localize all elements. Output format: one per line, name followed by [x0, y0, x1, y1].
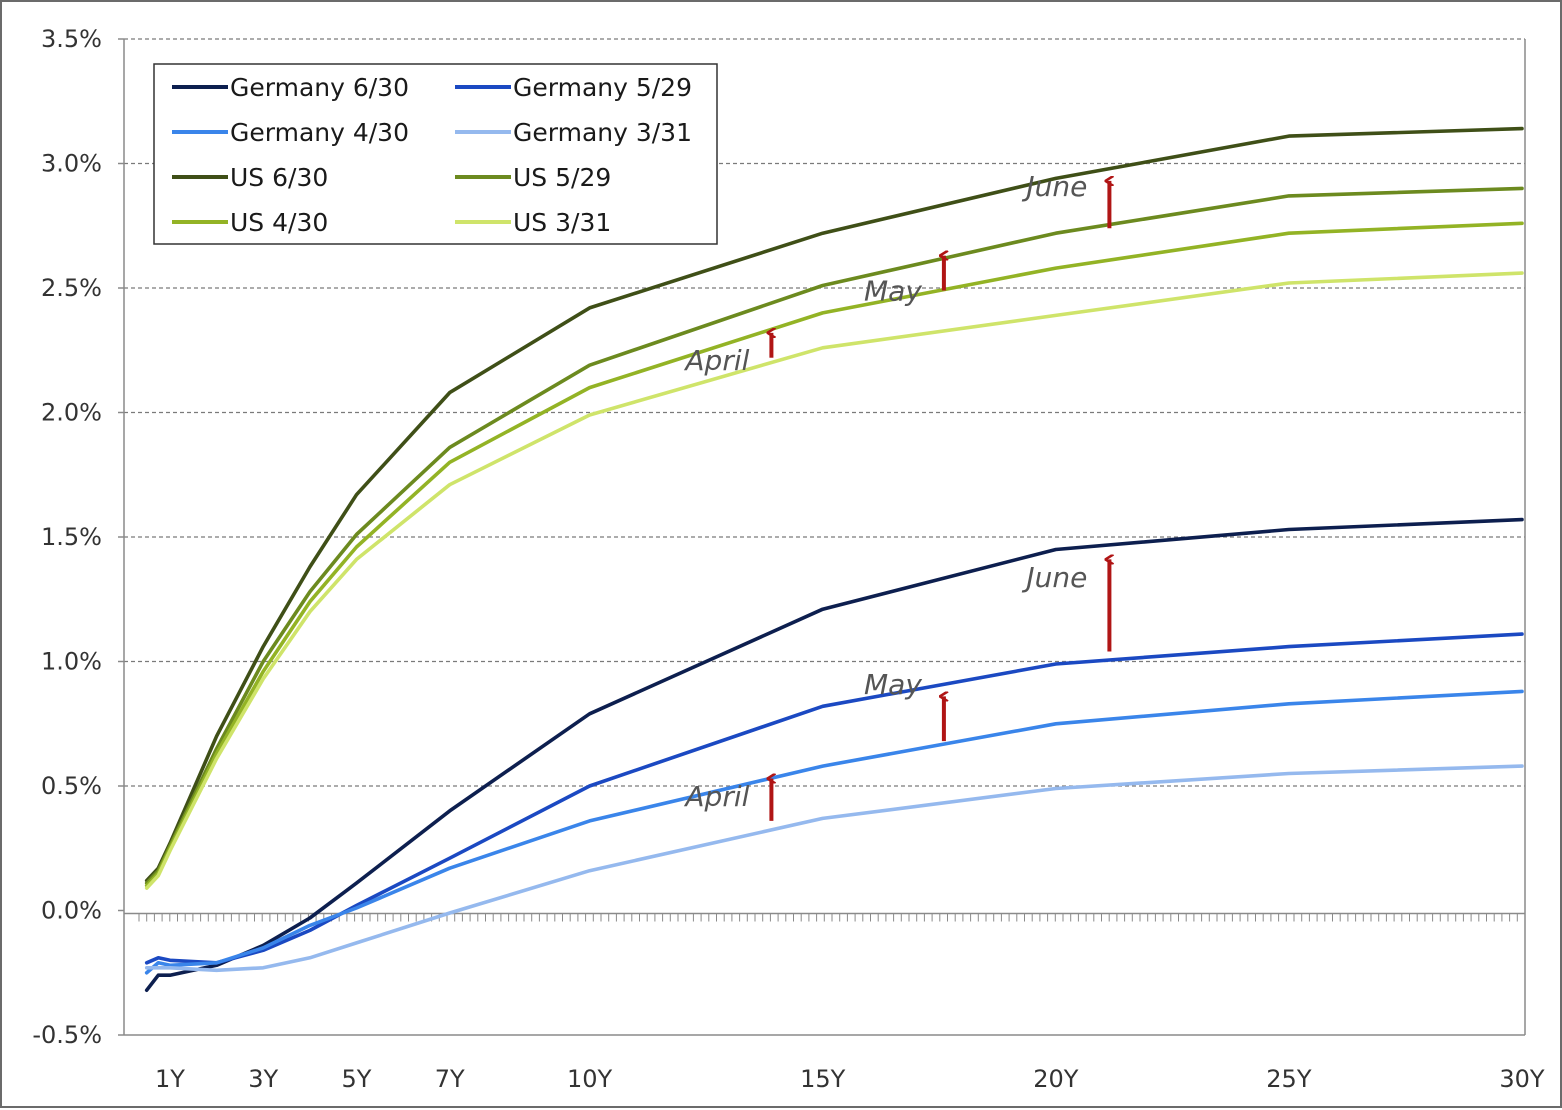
legend-label: Germany 3/31 [513, 118, 692, 147]
legend-box [153, 63, 718, 245]
annotation-label-may: May [864, 668, 922, 701]
series-line-germany-3-31 [144, 764, 1524, 973]
series-line-germany-4-30 [144, 689, 1524, 975]
x-tick-label: 20Y [1033, 1065, 1079, 1093]
y-tick-label: 2.0% [41, 399, 102, 427]
x-tick-label: 30Y [1499, 1065, 1545, 1093]
annotation-label-april: April [683, 780, 749, 813]
x-tick-label: 5Y [342, 1065, 372, 1093]
legend-label: Germany 6/30 [230, 73, 409, 102]
series-line-germany-6-30 [144, 517, 1524, 993]
legend-label: US 5/29 [513, 163, 611, 192]
annotation-label-april: April [683, 344, 749, 377]
axes: -0.5% 0.0% 0.5% 1.0% 1.5% 2.0% 2.5% 3.0% 3.5% 1Y 3… [32, 25, 1545, 1093]
gridlines [124, 38, 1525, 787]
annotation-label-june: June [1021, 170, 1087, 203]
series-line-germany-5-29 [144, 632, 1524, 965]
y-tick-label: 0.0% [41, 897, 102, 925]
series-line-us-5-29 [144, 186, 1524, 885]
legend-label: Germany 4/30 [230, 118, 409, 147]
y-tick-label: 3.5% [41, 25, 102, 53]
x-tick-label: 15Y [800, 1065, 846, 1093]
series-line-us-3-31 [144, 271, 1524, 890]
x-tick-label: 3Y [248, 1065, 278, 1093]
annotations: June May April June May April [683, 170, 1109, 821]
legend-label: Germany 5/29 [513, 73, 692, 102]
y-tick-label: 0.5% [41, 772, 102, 800]
x-tick-label: 7Y [435, 1065, 465, 1093]
y-tick-label: 2.5% [41, 274, 102, 302]
legend: Germany 6/30 Germany 5/29 Germany 4/30 Germ… [153, 63, 718, 245]
legend-label: US 6/30 [230, 163, 328, 192]
legend-label: US 4/30 [230, 208, 328, 237]
y-tick-label: 3.0% [41, 150, 102, 178]
x-tick-label: 1Y [155, 1065, 185, 1093]
series-lines [144, 126, 1524, 993]
y-tick-label: 1.5% [41, 523, 102, 551]
x-tick-label: 25Y [1266, 1065, 1312, 1093]
legend-label: US 3/31 [513, 208, 611, 237]
x-tick-label: 10Y [567, 1065, 613, 1093]
y-tick-label: 1.0% [41, 648, 102, 676]
y-tick-label: -0.5% [32, 1021, 102, 1049]
annotation-label-june: June [1021, 561, 1087, 594]
annotation-label-may: May [864, 274, 922, 307]
